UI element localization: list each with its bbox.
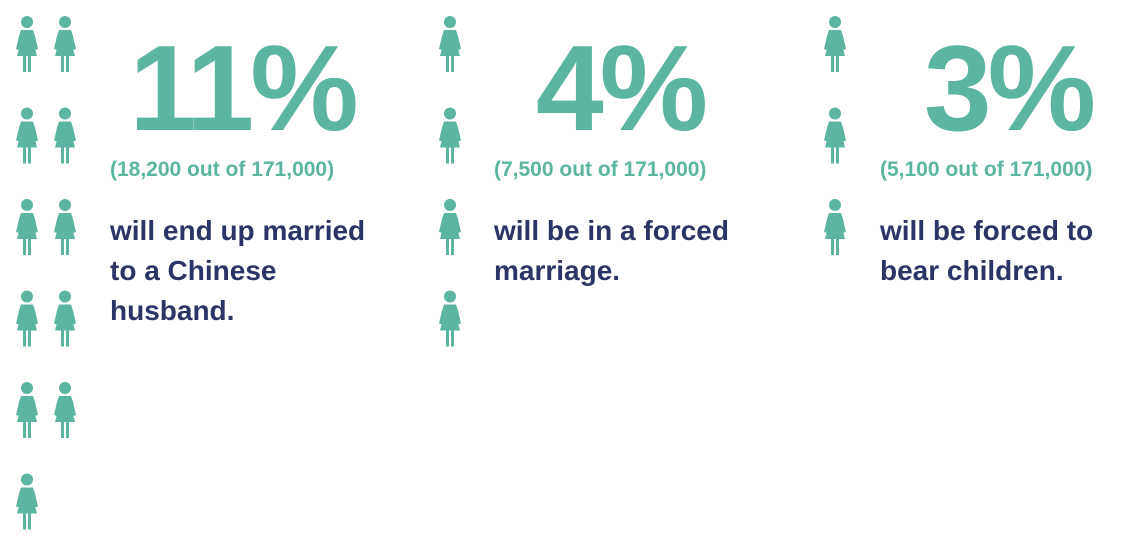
woman-icon [824, 107, 846, 164]
icon-head [829, 16, 841, 28]
woman-icon [54, 107, 76, 164]
stat-description: will be forced to [879, 215, 1093, 246]
icon-head [59, 382, 71, 394]
stat-description: husband. [110, 295, 234, 326]
woman-icon [16, 199, 38, 255]
icon-head [59, 199, 71, 211]
icon-body [54, 213, 76, 255]
stat-detail: (7,500 out of 171,000) [494, 158, 706, 181]
stat-panel: 11%(18,200 out of 171,000) will end up ma… [16, 16, 365, 530]
stat-description: marriage. [494, 255, 620, 286]
icon-body [16, 396, 38, 438]
icon-body [54, 304, 76, 347]
icon-body [439, 304, 461, 347]
icon-body [16, 487, 38, 530]
woman-icon [16, 382, 38, 438]
icon-head [829, 199, 841, 211]
icon-head [59, 107, 71, 120]
woman-icon [54, 199, 76, 255]
stat-detail: (18,200 out of 171,000) [110, 158, 334, 181]
icon-body [439, 121, 461, 164]
woman-icon [16, 107, 38, 164]
icon-body [54, 121, 76, 164]
woman-icon [824, 199, 846, 255]
woman-icon [439, 16, 461, 72]
stat-percent: 3% [924, 20, 1094, 156]
icon-head [21, 290, 33, 303]
woman-icon [16, 16, 38, 72]
woman-icon [54, 382, 76, 438]
woman-icon [16, 473, 38, 530]
icon-head [444, 199, 456, 211]
stat-description: to a Chinese [110, 255, 276, 286]
icon-body [54, 30, 76, 72]
icon-head [59, 16, 71, 28]
stat-percent: 11% [129, 20, 356, 156]
icon-head [21, 107, 33, 120]
stat-percent: 4% [536, 20, 706, 156]
woman-icon [16, 290, 38, 347]
woman-icon [54, 16, 76, 72]
icon-body [824, 30, 846, 72]
stat-panel: 4%(7,500 out of 171,000) will be in a for… [439, 16, 729, 347]
woman-icon [824, 16, 846, 72]
icon-body [16, 304, 38, 347]
icon-body [16, 30, 38, 72]
icon-body [824, 213, 846, 255]
woman-icon [439, 107, 461, 164]
stat-panel: 3%(5,100 out of 171,000) will be forced t… [824, 16, 1098, 286]
icon-head [444, 107, 456, 120]
icon-head [21, 473, 33, 486]
icon-head [444, 290, 456, 303]
icon-head [829, 107, 841, 120]
icon-body [439, 213, 461, 255]
stat-description: bear children. [880, 255, 1064, 286]
icon-head [21, 382, 33, 394]
icon-head [59, 290, 71, 303]
icon-head [444, 16, 456, 28]
icon-body [16, 121, 38, 164]
woman-icon [54, 290, 76, 347]
icon-body [439, 30, 461, 72]
icon-body [824, 121, 846, 164]
woman-icon [439, 290, 461, 347]
icon-head [21, 199, 33, 211]
icon-head [21, 16, 33, 28]
stat-description: will end up married [109, 215, 365, 246]
icon-body [54, 396, 76, 438]
woman-icon [439, 199, 461, 255]
stat-detail: (5,100 out of 171,000) [880, 158, 1092, 181]
stat-description: will be in a forced [493, 215, 729, 246]
icon-body [16, 213, 38, 255]
